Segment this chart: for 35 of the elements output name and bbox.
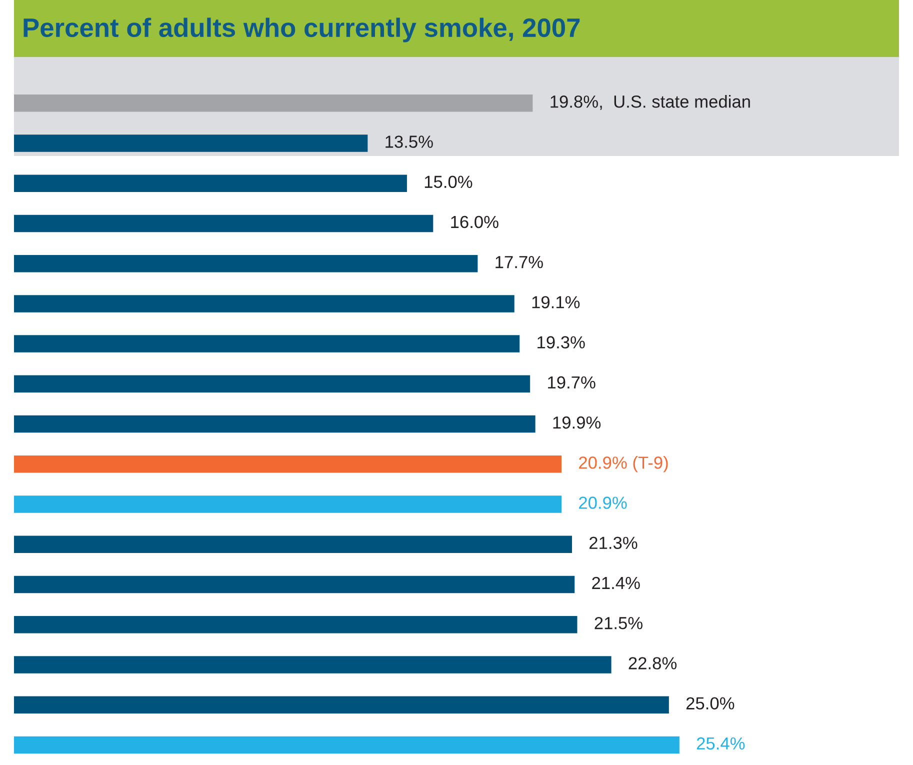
- data-label: 21.5%: [594, 616, 642, 630]
- bar: [14, 656, 612, 674]
- bar: [14, 254, 478, 272]
- bar: [14, 576, 575, 594]
- bar: [14, 696, 669, 714]
- bar: [14, 456, 562, 473]
- data-label: 13.5%: [386, 136, 433, 148]
- bar: [14, 536, 572, 553]
- data-label: 20.9% (T-9): [579, 456, 668, 472]
- data-label: 19.3%: [538, 336, 585, 348]
- data-label: 21.4%: [592, 576, 640, 590]
- bar: [14, 415, 536, 433]
- data-label: 25.0%: [686, 697, 734, 710]
- data-label: 19.1%: [532, 296, 580, 308]
- data-label: 20.9%: [579, 496, 627, 509]
- data-label: 16.0%: [451, 216, 498, 228]
- bar: [14, 295, 514, 312]
- data-label: 25.4%: [696, 737, 745, 750]
- data-label: 19.7%: [548, 376, 596, 389]
- bar: [14, 174, 407, 192]
- bar: [14, 214, 434, 232]
- data-label: 19.8%, U.S. state median: [550, 95, 750, 110]
- data-label: 22.8%: [628, 657, 677, 670]
- bar: [14, 134, 368, 152]
- data-label: 19.9%: [553, 416, 601, 429]
- bar: [14, 616, 578, 634]
- data-label: 17.7%: [496, 256, 543, 268]
- bar: [14, 736, 680, 754]
- bar: [14, 94, 533, 112]
- bar: [14, 375, 530, 393]
- bar: [14, 496, 562, 513]
- chart-title: Percent of adults who currently smoke, 2007: [24, 18, 580, 42]
- data-label: 15.0%: [424, 176, 472, 188]
- bar: [14, 335, 520, 352]
- data-label: 21.3%: [590, 536, 638, 550]
